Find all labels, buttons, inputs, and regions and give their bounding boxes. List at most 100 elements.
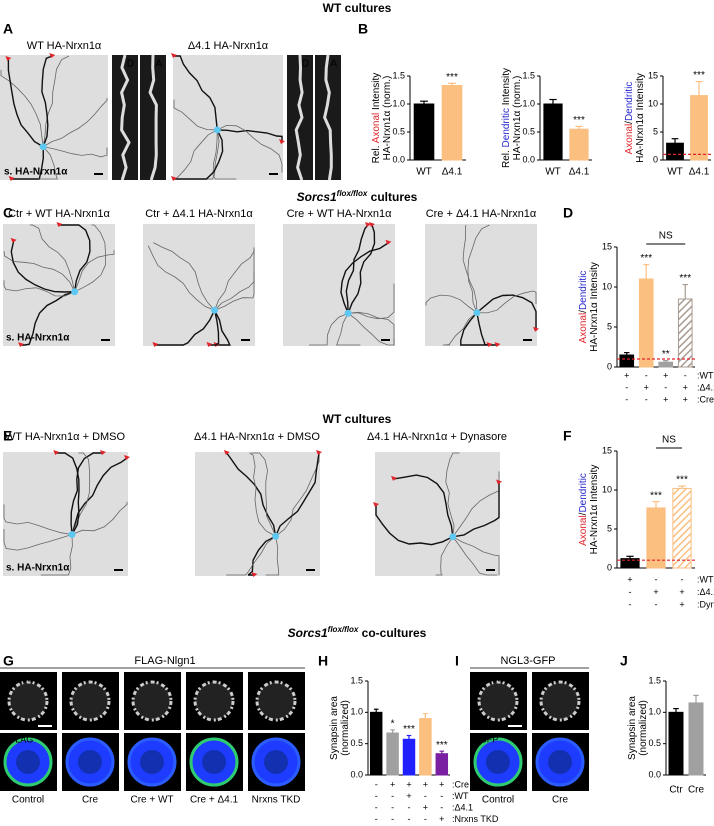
y-label-part: HA-Nrxn1α Intensity — [589, 465, 600, 555]
bar — [386, 732, 399, 776]
y-label-part: Dendritic — [578, 473, 589, 512]
arrowhead — [494, 342, 501, 347]
image-title: WT HA-Nrxn1α — [27, 40, 102, 52]
section-text: cultures — [367, 190, 417, 204]
y-tick-label: 0 — [653, 154, 658, 164]
condition-sign: - — [375, 779, 378, 789]
bar — [369, 711, 383, 776]
column-label: Cre + Δ4.1 — [190, 795, 239, 806]
soma — [473, 309, 481, 317]
y-label-part: Dendritic — [578, 271, 589, 310]
neurite — [3, 529, 73, 551]
y-label-line: HA-Nrxn1α Intensity — [635, 73, 646, 163]
section-text: WT cultures — [323, 1, 392, 15]
y-tick-label: 15 — [602, 445, 612, 455]
y-label-line: Axonal/Dendritic — [578, 271, 589, 344]
condition-sign: - — [391, 791, 394, 801]
neurite — [147, 245, 215, 311]
panel-letter: F — [563, 428, 572, 444]
ns-label: NS — [662, 435, 676, 446]
inset-label: A — [330, 59, 337, 70]
y-tick-label: 10 — [648, 98, 658, 108]
neurite — [56, 452, 80, 535]
y-label-line: Synapsin area — [627, 696, 638, 760]
micrograph — [425, 224, 537, 346]
column-label: Nrxns TKD — [252, 795, 301, 806]
neurite — [347, 224, 376, 314]
arrowhead — [368, 222, 375, 227]
cell-core — [16, 750, 40, 774]
cell-core — [140, 750, 164, 774]
condition-sign: + — [644, 382, 649, 392]
bar — [619, 354, 635, 368]
panel-letter: I — [455, 653, 459, 669]
condition-sign: - — [645, 394, 648, 404]
synapsin-ring — [477, 680, 519, 722]
image-title: Cre + WT HA-Nrxn1α — [287, 208, 393, 220]
section-header: WT cultures — [323, 1, 392, 15]
neurite — [340, 242, 389, 314]
neurite — [467, 224, 490, 313]
condition-sign: - — [408, 802, 411, 812]
neurite — [460, 312, 490, 346]
micrograph — [283, 224, 395, 346]
row-label: + GFP — [472, 734, 498, 744]
condition-sign: - — [424, 814, 427, 824]
neurite — [265, 536, 280, 576]
neurite — [71, 457, 128, 535]
panel-letter: B — [358, 21, 368, 37]
condition-sign: + — [683, 382, 688, 392]
significance: *** — [446, 72, 458, 83]
bar — [638, 278, 654, 368]
section-italic: Sorcs1 — [297, 190, 337, 204]
bar — [419, 718, 432, 776]
bar — [441, 85, 463, 161]
column-label: Control — [482, 795, 514, 806]
significance: *** — [640, 253, 652, 264]
y-tick-label: 0 — [607, 562, 612, 572]
x-tick-label: WT — [667, 167, 683, 178]
image-title: WT HA-Nrxn1α + DMSO — [5, 431, 126, 443]
condition-sign: + — [423, 779, 428, 789]
image-title: Δ4.1 HA-Nrxn1α + Dynasore — [367, 431, 507, 443]
arrowhead — [486, 342, 493, 347]
soma — [211, 306, 219, 314]
y-tick-label: 15 — [648, 70, 658, 80]
micrograph — [3, 452, 128, 576]
y-label-part: Dendritic — [624, 82, 635, 121]
arrowhead — [18, 342, 25, 347]
arrowhead — [171, 176, 177, 181]
arrowhead — [496, 479, 502, 485]
y-tick-label: 1.5 — [648, 675, 661, 685]
soma — [449, 533, 457, 541]
neurite — [10, 240, 75, 293]
image-title: Δ4.1 HA-Nrxn1α + DMSO — [194, 431, 320, 443]
neurite — [393, 474, 454, 537]
neurite — [213, 309, 231, 346]
arrowhead — [533, 326, 539, 332]
y-axis-label: Rel. Dendritic Intensity HA-Nrxn1α (norm.… — [501, 68, 523, 168]
y-tick-label: 10 — [602, 281, 612, 291]
column-label: Cre — [552, 795, 569, 806]
y-label-line: HA-Nrxn1α Intensity — [589, 262, 600, 352]
section-text: co-cultures — [358, 626, 426, 640]
y-label-line: Rel. Dendritic Intensity — [501, 68, 512, 168]
synapsin-ring — [69, 680, 111, 722]
soma — [272, 532, 280, 540]
arrowhead — [152, 342, 159, 347]
arrowhead — [385, 239, 392, 245]
cell-core — [202, 750, 226, 774]
neurite — [275, 452, 320, 537]
arrowhead — [206, 342, 213, 347]
neurite — [336, 313, 361, 346]
bar — [677, 298, 693, 368]
condition-sign: - — [629, 587, 632, 597]
image-title: Cre + Δ4.1 HA-Nrxn1α — [426, 208, 537, 220]
condition-sign: + — [679, 599, 684, 609]
neurite — [43, 146, 108, 158]
panel-letter: D — [563, 205, 573, 221]
section-sup: flox/flox — [337, 189, 368, 198]
condition-sign: + — [653, 587, 658, 597]
condition-sign: + — [627, 574, 632, 584]
bar — [688, 702, 704, 776]
